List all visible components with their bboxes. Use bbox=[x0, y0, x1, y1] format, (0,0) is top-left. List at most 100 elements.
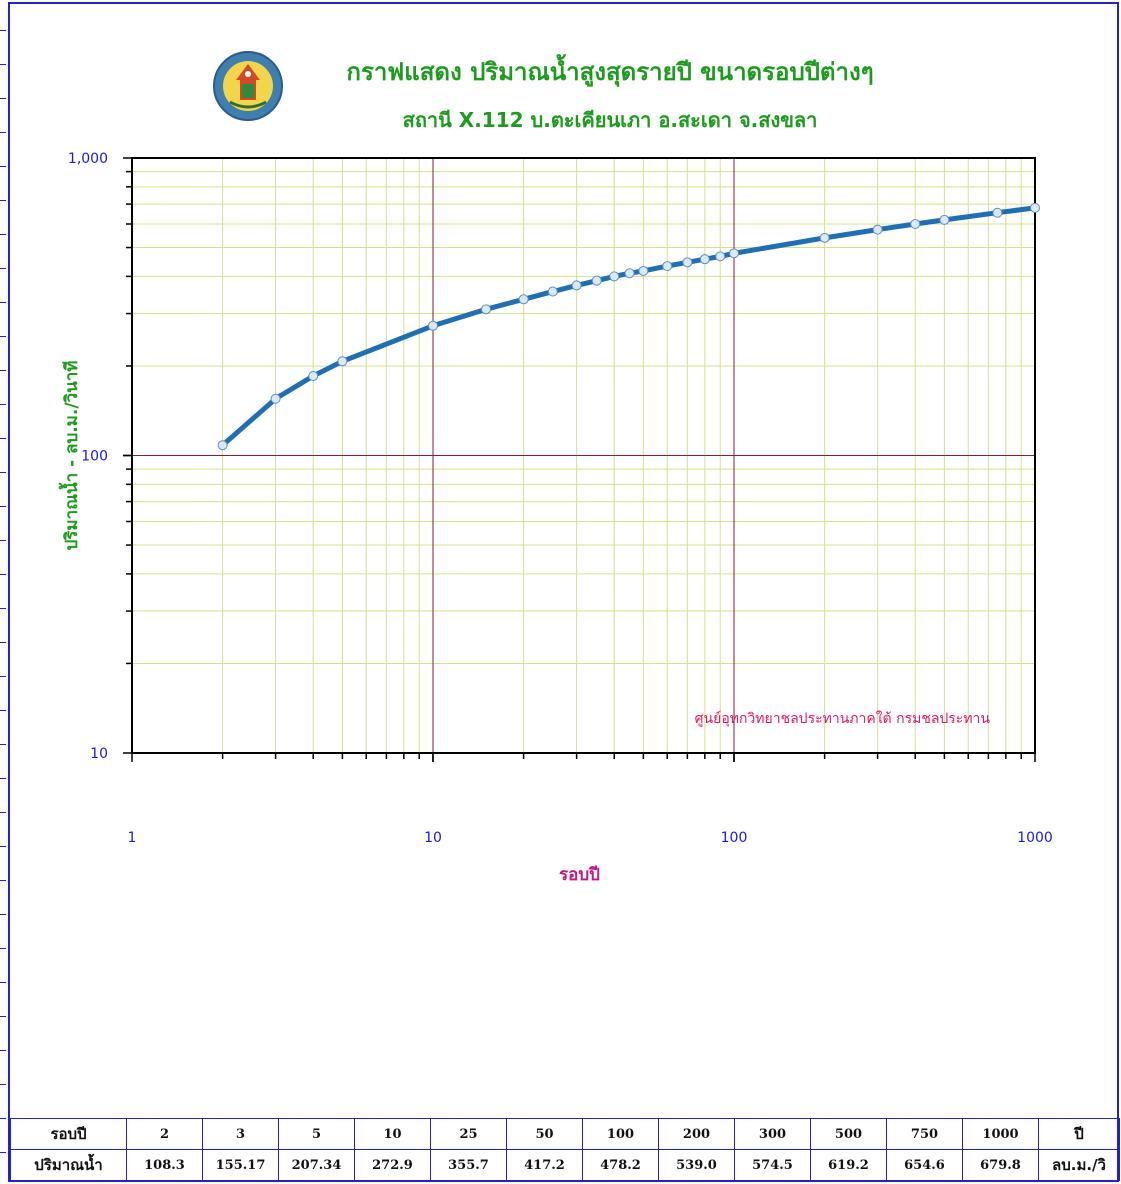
table-cell: 574.5 bbox=[734, 1149, 811, 1181]
ruler-tick bbox=[0, 200, 6, 201]
data-point bbox=[518, 294, 529, 305]
data-point bbox=[638, 265, 649, 276]
data-point bbox=[591, 275, 602, 286]
data-point bbox=[308, 371, 319, 382]
table-cell: 207.34 bbox=[278, 1149, 355, 1181]
ruler-tick bbox=[0, 1118, 6, 1119]
table-row-discharge: ปริมาณน้ำ 108.3 155.17 207.34 272.9 355.… bbox=[10, 1149, 1120, 1181]
table-cell: 100 bbox=[582, 1118, 659, 1150]
table-cell: 619.2 bbox=[810, 1149, 887, 1181]
return-period-chart: 10 100 1,000 1 10 100 1000 ปริมาณน้ำ - ลบ.ม./… bbox=[58, 151, 1053, 885]
x-tick-label: 10 bbox=[424, 830, 442, 846]
data-point bbox=[217, 440, 228, 451]
ruler-tick bbox=[0, 234, 6, 235]
table-cell: 539.0 bbox=[658, 1149, 735, 1181]
table-cell: 272.9 bbox=[354, 1149, 431, 1181]
ruler-tick bbox=[0, 880, 6, 881]
table-cell: 478.2 bbox=[582, 1149, 659, 1181]
ruler-tick bbox=[0, 506, 6, 507]
ruler-tick bbox=[0, 574, 6, 575]
data-point bbox=[872, 224, 883, 235]
ruler-tick bbox=[0, 370, 6, 371]
data-point bbox=[547, 286, 558, 297]
grid-lines bbox=[132, 158, 1035, 753]
table-cell: 355.7 bbox=[430, 1149, 507, 1181]
data-point bbox=[939, 214, 950, 225]
table-cell: 155.17 bbox=[202, 1149, 279, 1181]
ruler-tick bbox=[0, 98, 6, 99]
row-label-discharge: ปริมาณน้ำ bbox=[10, 1149, 127, 1181]
data-point bbox=[662, 261, 673, 272]
y-axis-label: ปริมาณน้ำ - ลบ.ม./วินาที bbox=[58, 361, 82, 551]
x-axis-label: รอบปี bbox=[559, 864, 600, 885]
ruler-tick bbox=[0, 540, 6, 541]
data-markers bbox=[217, 202, 1040, 451]
ruler-tick bbox=[0, 1050, 6, 1051]
ruler-tick bbox=[0, 642, 6, 643]
page-frame bbox=[8, 2, 1119, 1182]
row-unit-years: ปี bbox=[1038, 1118, 1120, 1150]
data-point bbox=[571, 280, 582, 291]
data-point bbox=[992, 207, 1003, 218]
table-cell: 417.2 bbox=[506, 1149, 583, 1181]
y-tick-label: 1,000 bbox=[68, 151, 108, 167]
ruler-tick bbox=[0, 846, 6, 847]
table-cell: 108.3 bbox=[126, 1149, 203, 1181]
chart-subtitle: สถานี X.112 บ.ตะเคียนเภา อ.สะเดา จ.สงขลา bbox=[402, 108, 818, 132]
data-point bbox=[729, 248, 739, 259]
table-cell: 200 bbox=[658, 1118, 735, 1150]
data-point bbox=[1030, 202, 1040, 213]
left-ruler bbox=[0, 0, 6, 1184]
table-cell: 25 bbox=[430, 1118, 507, 1150]
y-tick-label: 10 bbox=[90, 746, 108, 762]
table-cell: 3 bbox=[202, 1118, 279, 1150]
summary-table: รอบปี 2 3 5 10 25 50 100 200 300 500 750… bbox=[10, 1118, 1120, 1181]
ruler-tick bbox=[0, 472, 6, 473]
table-cell: 50 bbox=[506, 1118, 583, 1150]
ruler-tick bbox=[0, 404, 6, 405]
table-cell: 654.6 bbox=[886, 1149, 963, 1181]
row-label-return-period: รอบปี bbox=[10, 1118, 127, 1150]
ruler-tick bbox=[0, 710, 6, 711]
data-point bbox=[682, 257, 693, 268]
table-cell: 300 bbox=[734, 1118, 811, 1150]
discharge-curve bbox=[220, 205, 1038, 448]
x-tick-labels: 1 10 100 1000 bbox=[128, 830, 1053, 846]
ruler-tick bbox=[0, 982, 6, 983]
data-point bbox=[609, 271, 620, 282]
data-point bbox=[270, 393, 281, 404]
ruler-tick bbox=[0, 914, 6, 915]
table-cell: 500 bbox=[810, 1118, 887, 1150]
y-tick-label: 100 bbox=[81, 449, 108, 465]
axis-ticks bbox=[123, 157, 1036, 762]
data-point bbox=[910, 219, 921, 229]
data-point bbox=[819, 232, 830, 243]
data-point bbox=[715, 251, 726, 262]
ruler-tick bbox=[0, 948, 6, 949]
table-cell: 5 bbox=[278, 1118, 355, 1150]
ruler-tick bbox=[0, 166, 6, 167]
ruler-tick bbox=[0, 1016, 6, 1017]
royal-irrigation-department-logo bbox=[213, 51, 283, 121]
chart-title: กราฟแสดง ปริมาณน้ำสูงสุดรายปี ขนาดรอบปีต… bbox=[346, 58, 874, 86]
ruler-tick bbox=[0, 30, 6, 31]
ruler-tick bbox=[0, 336, 6, 337]
row-unit-cms: ลบ.ม./วิ bbox=[1038, 1149, 1120, 1181]
ruler-tick bbox=[0, 302, 6, 303]
ruler-tick bbox=[0, 132, 6, 133]
ruler-tick bbox=[0, 438, 6, 439]
data-point bbox=[481, 304, 492, 315]
ruler-tick bbox=[0, 1152, 6, 1153]
ruler-tick bbox=[0, 744, 6, 745]
table-cell: 2 bbox=[126, 1118, 203, 1150]
data-point bbox=[337, 356, 348, 367]
ruler-tick bbox=[0, 268, 6, 269]
ruler-tick bbox=[0, 676, 6, 677]
data-point bbox=[624, 268, 635, 279]
table-cell: 679.8 bbox=[962, 1149, 1039, 1181]
ruler-tick bbox=[0, 1084, 6, 1085]
ruler-tick bbox=[0, 778, 6, 779]
table-cell: 10 bbox=[354, 1118, 431, 1150]
ruler-tick bbox=[0, 64, 6, 65]
data-point bbox=[699, 254, 710, 265]
